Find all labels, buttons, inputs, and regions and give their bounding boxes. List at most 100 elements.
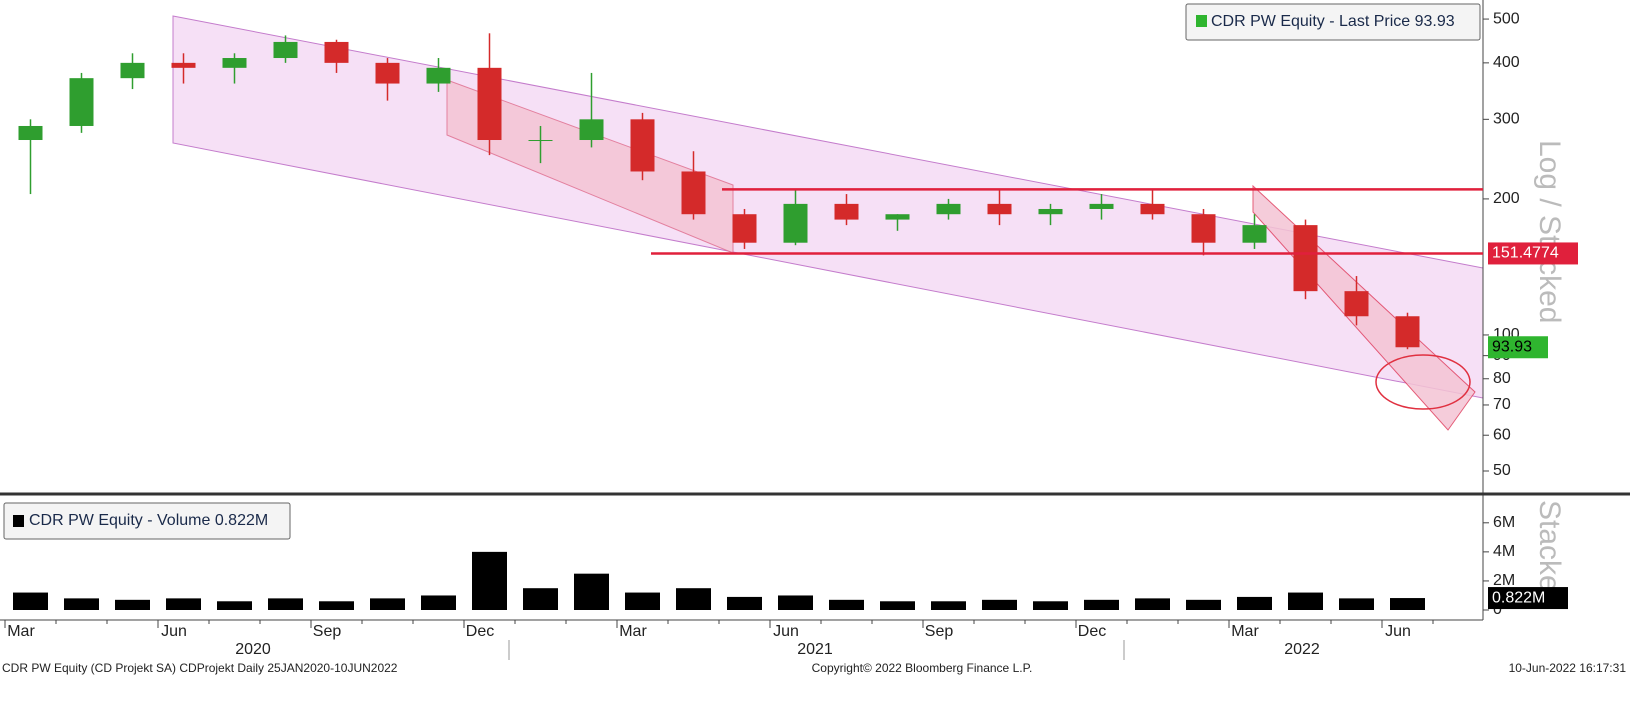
volume-bar bbox=[64, 598, 99, 610]
x-tick-label: Mar bbox=[7, 623, 35, 640]
x-tick-label: Jun bbox=[1385, 623, 1411, 640]
candle-body bbox=[1140, 203, 1165, 215]
volume-bar bbox=[676, 588, 711, 610]
candle-body bbox=[69, 78, 94, 126]
volume-tag-label: 0.822M bbox=[1492, 589, 1545, 606]
candle-body bbox=[1191, 214, 1216, 243]
volume-bar bbox=[982, 599, 1017, 610]
volume-bar bbox=[829, 599, 864, 610]
volume-bar bbox=[217, 601, 252, 610]
candle-body bbox=[324, 41, 349, 63]
volume-bar bbox=[13, 592, 48, 610]
volume-bar bbox=[625, 592, 660, 610]
axes: 506070809010020030040050002M4M6MMarJunSe… bbox=[0, 0, 1630, 660]
x-tick-label: Sep bbox=[925, 623, 954, 640]
y-tick-label: 200 bbox=[1493, 190, 1520, 207]
candle-body bbox=[783, 203, 808, 243]
candle-body bbox=[1038, 208, 1063, 215]
y-tick-label: 60 bbox=[1493, 426, 1511, 443]
candle-body bbox=[1089, 203, 1114, 209]
y-tick-label: 0 bbox=[1493, 601, 1502, 618]
y-tick-label: 500 bbox=[1493, 10, 1520, 27]
candle-body bbox=[426, 67, 451, 84]
candle-body bbox=[171, 62, 196, 68]
candle-body bbox=[1344, 291, 1369, 317]
highlight-circle bbox=[1375, 354, 1471, 410]
price-tag-label: 93.93 bbox=[1492, 338, 1532, 355]
volume-bar bbox=[370, 598, 405, 610]
candle-body bbox=[1293, 225, 1318, 292]
footer: Copyright© 2022 Bloomberg Finance L.P. bbox=[812, 661, 1033, 675]
legend-swatch bbox=[1196, 15, 1207, 27]
candle-body bbox=[222, 58, 247, 68]
volume-bar bbox=[1288, 592, 1323, 610]
volume-bar bbox=[1237, 596, 1272, 610]
y-tick-label: 2M bbox=[1493, 572, 1515, 589]
volume-bar bbox=[166, 598, 201, 610]
year-label: 2022 bbox=[1284, 641, 1320, 658]
volume-bar bbox=[1339, 598, 1374, 610]
y-tick-label: 80 bbox=[1493, 370, 1511, 387]
legend-text: CDR PW Equity - Volume 0.822M bbox=[29, 512, 268, 529]
volume-bar bbox=[472, 551, 507, 610]
candle-body bbox=[987, 203, 1012, 215]
level-tag-label: 151.4774 bbox=[1492, 245, 1559, 262]
price-tag bbox=[1488, 336, 1548, 359]
candle-body bbox=[936, 203, 961, 215]
candle-body bbox=[834, 203, 859, 220]
footer: CDR PW Equity (CD Projekt SA) CDProjekt … bbox=[2, 661, 398, 675]
candle-body bbox=[1395, 316, 1420, 348]
volume-bar bbox=[574, 573, 609, 610]
candle-body bbox=[1242, 225, 1267, 243]
candle-body bbox=[273, 41, 298, 59]
volume-bar bbox=[523, 588, 558, 610]
y-tick-label: 300 bbox=[1493, 111, 1520, 128]
x-tick-label: Jun bbox=[773, 623, 799, 640]
candle-body bbox=[579, 119, 604, 141]
volume-bar bbox=[1135, 598, 1170, 610]
volume-bar bbox=[1033, 601, 1068, 610]
y-tick-label: 70 bbox=[1493, 396, 1511, 413]
y-tick-label: 4M bbox=[1493, 543, 1515, 560]
volume-bar bbox=[1084, 599, 1119, 610]
candle-body bbox=[18, 125, 43, 141]
volume-bar bbox=[727, 596, 762, 610]
volume-tag bbox=[1488, 587, 1568, 610]
y-tick-label: 6M bbox=[1493, 514, 1515, 531]
candle-body bbox=[120, 62, 145, 79]
y-tick-label: 50 bbox=[1493, 462, 1511, 479]
level-tag bbox=[1488, 242, 1578, 265]
side-label: Log / Stacked bbox=[1533, 140, 1566, 323]
candle-body bbox=[732, 214, 757, 243]
candle-body bbox=[477, 67, 502, 141]
candle-body bbox=[528, 140, 553, 142]
year-label: 2021 bbox=[797, 641, 833, 658]
candle-body bbox=[630, 119, 655, 172]
volume-bar bbox=[421, 595, 456, 610]
volume-bar bbox=[880, 601, 915, 610]
legend-swatch bbox=[13, 515, 24, 527]
candle-body bbox=[375, 62, 400, 84]
x-tick-label: Mar bbox=[1231, 623, 1259, 640]
volume-bar bbox=[319, 601, 354, 610]
volume-bar bbox=[115, 599, 150, 610]
y-tick-label: 400 bbox=[1493, 54, 1520, 71]
x-tick-label: Dec bbox=[1078, 623, 1106, 640]
volume-bar bbox=[268, 598, 303, 610]
volume-bar bbox=[1186, 599, 1221, 610]
volume-bar bbox=[931, 601, 966, 610]
x-tick-label: Sep bbox=[313, 623, 342, 640]
year-label: 2020 bbox=[235, 641, 271, 658]
footer: 10-Jun-2022 16:17:31 bbox=[1509, 661, 1627, 675]
candle-body bbox=[885, 214, 910, 220]
x-tick-label: Jun bbox=[161, 623, 187, 640]
x-tick-label: Dec bbox=[466, 623, 494, 640]
volume-bar bbox=[778, 595, 813, 610]
legend-box bbox=[1185, 3, 1481, 41]
legend-text: CDR PW Equity - Last Price 93.93 bbox=[1211, 13, 1455, 30]
legend-box bbox=[3, 502, 291, 540]
price-plot bbox=[18, 33, 1420, 350]
candle-body bbox=[681, 171, 706, 215]
volume-plot bbox=[13, 551, 1425, 610]
